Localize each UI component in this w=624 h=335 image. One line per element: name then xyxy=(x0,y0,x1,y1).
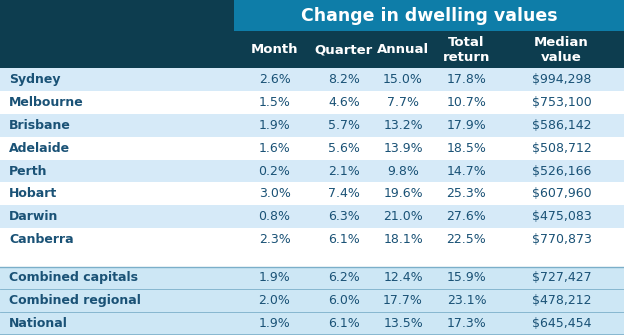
Text: 13.2%: 13.2% xyxy=(383,119,423,132)
Bar xyxy=(0,228,624,251)
Text: 4.6%: 4.6% xyxy=(328,96,359,109)
Text: 2.3%: 2.3% xyxy=(259,233,290,246)
Text: Hobart: Hobart xyxy=(9,187,57,200)
Bar xyxy=(0,251,624,267)
Text: Month: Month xyxy=(251,44,298,56)
Text: 5.7%: 5.7% xyxy=(328,119,360,132)
Text: 7.7%: 7.7% xyxy=(387,96,419,109)
Text: Darwin: Darwin xyxy=(9,210,59,223)
Text: 1.6%: 1.6% xyxy=(259,142,290,155)
Text: Adelaide: Adelaide xyxy=(9,142,71,155)
Text: 8.2%: 8.2% xyxy=(328,73,360,86)
Bar xyxy=(0,114,624,137)
Text: Change in dwelling values: Change in dwelling values xyxy=(301,7,557,25)
Text: $478,212: $478,212 xyxy=(532,294,592,307)
Text: Melbourne: Melbourne xyxy=(9,96,84,109)
Text: 1.9%: 1.9% xyxy=(259,119,290,132)
Text: Brisbane: Brisbane xyxy=(9,119,71,132)
Text: 21.0%: 21.0% xyxy=(383,210,423,223)
Bar xyxy=(0,68,624,91)
Text: 5.6%: 5.6% xyxy=(328,142,360,155)
Text: 15.0%: 15.0% xyxy=(383,73,423,86)
Text: 17.8%: 17.8% xyxy=(447,73,486,86)
Text: Combined regional: Combined regional xyxy=(9,294,141,307)
Text: 23.1%: 23.1% xyxy=(447,294,486,307)
Text: 15.9%: 15.9% xyxy=(447,271,486,284)
Bar xyxy=(0,312,624,335)
Text: 13.5%: 13.5% xyxy=(383,317,423,330)
Text: $586,142: $586,142 xyxy=(532,119,592,132)
Text: 19.6%: 19.6% xyxy=(383,187,423,200)
Bar xyxy=(0,0,234,31)
Bar xyxy=(0,160,624,183)
Text: 25.3%: 25.3% xyxy=(447,187,486,200)
Text: 18.5%: 18.5% xyxy=(447,142,486,155)
Text: Total
return: Total return xyxy=(443,36,490,64)
Text: Quarter: Quarter xyxy=(314,44,373,56)
Text: 7.4%: 7.4% xyxy=(328,187,360,200)
Bar xyxy=(0,289,624,312)
Text: $607,960: $607,960 xyxy=(532,187,592,200)
Text: 2.0%: 2.0% xyxy=(258,294,291,307)
Text: 9.8%: 9.8% xyxy=(387,164,419,178)
Text: 22.5%: 22.5% xyxy=(447,233,486,246)
Text: 1.9%: 1.9% xyxy=(259,317,290,330)
Bar xyxy=(0,31,624,68)
Text: 6.2%: 6.2% xyxy=(328,271,359,284)
Text: 2.1%: 2.1% xyxy=(328,164,359,178)
Text: Median
value: Median value xyxy=(534,36,589,64)
Text: Annual: Annual xyxy=(377,44,429,56)
Text: 17.9%: 17.9% xyxy=(447,119,486,132)
Text: 1.9%: 1.9% xyxy=(259,271,290,284)
Text: $508,712: $508,712 xyxy=(532,142,592,155)
Text: $526,166: $526,166 xyxy=(532,164,592,178)
Text: 6.3%: 6.3% xyxy=(328,210,359,223)
Text: 13.9%: 13.9% xyxy=(383,142,423,155)
Text: $994,298: $994,298 xyxy=(532,73,592,86)
Text: $727,427: $727,427 xyxy=(532,271,592,284)
Text: 3.0%: 3.0% xyxy=(258,187,291,200)
Bar xyxy=(234,0,624,31)
Text: 0.8%: 0.8% xyxy=(258,210,291,223)
Bar xyxy=(0,137,624,160)
Text: 2.6%: 2.6% xyxy=(259,73,290,86)
Bar xyxy=(0,183,624,205)
Text: Canberra: Canberra xyxy=(9,233,74,246)
Text: National: National xyxy=(9,317,68,330)
Text: Sydney: Sydney xyxy=(9,73,61,86)
Text: 14.7%: 14.7% xyxy=(447,164,486,178)
Text: 6.1%: 6.1% xyxy=(328,233,359,246)
Text: 27.6%: 27.6% xyxy=(447,210,486,223)
Text: 17.7%: 17.7% xyxy=(383,294,423,307)
Text: $753,100: $753,100 xyxy=(532,96,592,109)
Bar xyxy=(0,267,624,289)
Text: Perth: Perth xyxy=(9,164,48,178)
Text: Combined capitals: Combined capitals xyxy=(9,271,139,284)
Text: 17.3%: 17.3% xyxy=(447,317,486,330)
Text: 18.1%: 18.1% xyxy=(383,233,423,246)
Bar xyxy=(0,91,624,114)
Text: $475,083: $475,083 xyxy=(532,210,592,223)
Text: 12.4%: 12.4% xyxy=(383,271,423,284)
Bar xyxy=(0,205,624,228)
Text: $645,454: $645,454 xyxy=(532,317,592,330)
Text: $770,873: $770,873 xyxy=(532,233,592,246)
Text: 1.5%: 1.5% xyxy=(258,96,291,109)
Text: 10.7%: 10.7% xyxy=(447,96,486,109)
Text: 6.1%: 6.1% xyxy=(328,317,359,330)
Text: 0.2%: 0.2% xyxy=(258,164,291,178)
Text: 6.0%: 6.0% xyxy=(328,294,360,307)
